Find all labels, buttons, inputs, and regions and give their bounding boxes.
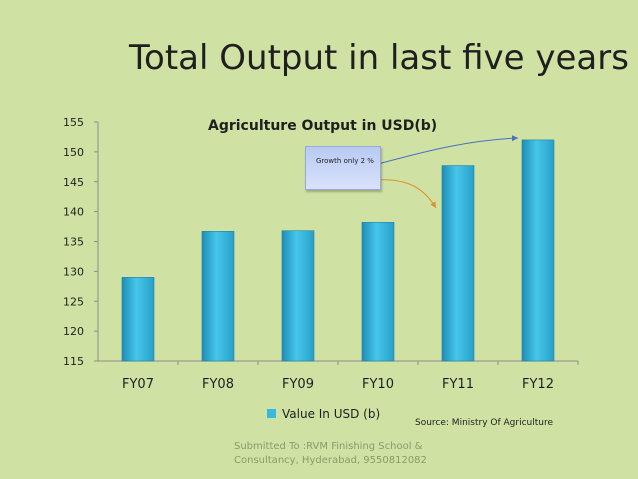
x-tick-label: FY08 xyxy=(202,377,234,392)
bar-fy07 xyxy=(121,277,155,362)
x-tick-label: FY12 xyxy=(522,377,554,392)
slide-title: Total Output in last five years xyxy=(129,38,629,78)
y-tick-label: 140 xyxy=(63,206,84,219)
growth-arrow-orange xyxy=(375,179,437,209)
footer-line-2: Consultancy, Hyderabad, 9550812082 xyxy=(234,455,427,466)
chart-title: Agriculture Output in USD(b) xyxy=(208,118,437,134)
bar-fy11 xyxy=(441,165,475,362)
y-tick-label: 135 xyxy=(63,236,84,249)
bar-fy12 xyxy=(521,139,555,362)
growth-callout: Growth only 2 % xyxy=(305,146,381,190)
footer-line-1: Submitted To :RVM Finishing School & xyxy=(234,441,423,452)
x-tick-label: FY07 xyxy=(122,377,154,392)
bar-fy10 xyxy=(361,222,395,362)
y-tick-label: 150 xyxy=(63,146,84,159)
y-tick-label: 155 xyxy=(63,116,84,129)
footer-note: Submitted To :RVM Finishing School & Con… xyxy=(234,440,434,468)
bar-fy09 xyxy=(281,230,315,362)
legend-label: Value In USD (b) xyxy=(282,407,380,421)
growth-arrow-blue xyxy=(377,135,519,165)
source-note: Source: Ministry Of Agriculture xyxy=(415,418,553,428)
legend-swatch xyxy=(267,409,276,418)
y-tick-label: 120 xyxy=(63,325,84,338)
y-tick-label: 125 xyxy=(63,295,84,308)
x-tick-label: FY11 xyxy=(442,377,474,392)
x-tick-label: FY09 xyxy=(282,377,314,392)
y-tick-label: 130 xyxy=(63,265,84,278)
y-tick-label: 115 xyxy=(63,355,84,368)
x-tick-label: FY10 xyxy=(362,377,394,392)
bar-fy08 xyxy=(201,231,235,362)
y-tick-label: 145 xyxy=(63,176,84,189)
